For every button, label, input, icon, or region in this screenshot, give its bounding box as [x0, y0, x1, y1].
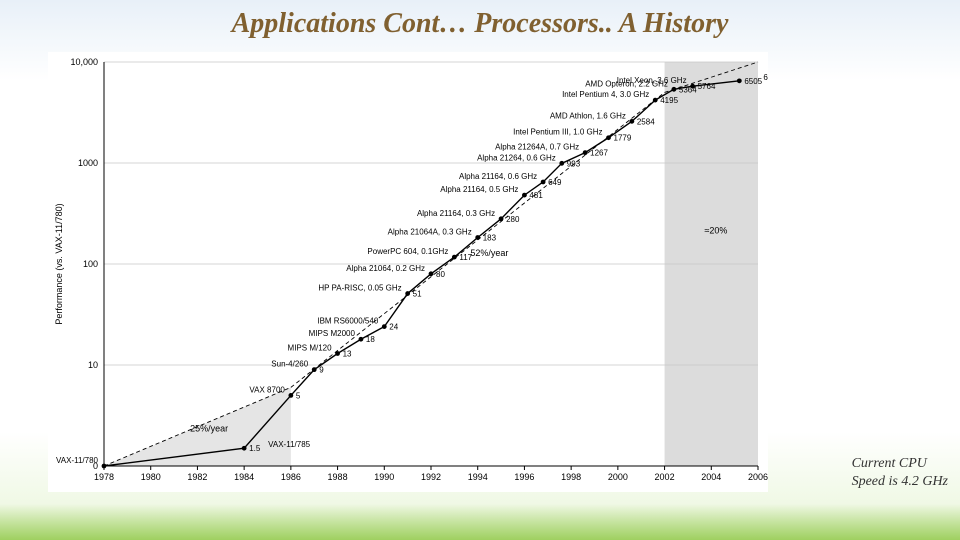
- svg-text:18: 18: [366, 335, 375, 344]
- svg-text:1986: 1986: [281, 472, 301, 482]
- svg-text:Intel Xeon, 3.6 GHz: Intel Xeon, 3.6 GHz: [617, 76, 687, 85]
- svg-text:649: 649: [548, 178, 562, 187]
- svg-text:24: 24: [389, 323, 398, 332]
- svg-text:Alpha 21064, 0.2 GHz: Alpha 21064, 0.2 GHz: [346, 264, 425, 273]
- svg-text:52%/year: 52%/year: [470, 248, 508, 258]
- footer-line2: Speed is 4.2 GHz: [852, 474, 948, 489]
- svg-text:2002: 2002: [655, 472, 675, 482]
- svg-text:25%/year: 25%/year: [190, 423, 228, 433]
- svg-text:Sun-4/260: Sun-4/260: [271, 360, 308, 369]
- svg-text:10: 10: [88, 360, 98, 370]
- svg-text:2004: 2004: [701, 472, 721, 482]
- svg-text:Intel Pentium III, 1.0 GHz: Intel Pentium III, 1.0 GHz: [513, 128, 602, 137]
- svg-text:1994: 1994: [468, 472, 488, 482]
- footer-line1: Current CPU: [852, 456, 927, 471]
- svg-text:1.5: 1.5: [249, 444, 261, 453]
- svg-text:1990: 1990: [374, 472, 394, 482]
- svg-text:Intel Pentium 4, 3.0 GHz: Intel Pentium 4, 3.0 GHz: [562, 90, 649, 99]
- svg-text:100: 100: [83, 259, 98, 269]
- svg-text:VAX 8700: VAX 8700: [249, 385, 285, 394]
- svg-text:80: 80: [436, 270, 445, 279]
- svg-text:Alpha 21064A, 0.3 GHz: Alpha 21064A, 0.3 GHz: [388, 227, 472, 236]
- svg-text:6505: 6505: [744, 77, 762, 86]
- svg-text:1980: 1980: [141, 472, 161, 482]
- svg-text:280: 280: [506, 215, 520, 224]
- svg-text:Alpha 21264, 0.6 GHz: Alpha 21264, 0.6 GHz: [477, 153, 556, 162]
- svg-text:2584: 2584: [637, 117, 655, 126]
- svg-text:481: 481: [529, 191, 543, 200]
- svg-text:≈20%: ≈20%: [704, 226, 727, 236]
- svg-text:51: 51: [413, 290, 422, 299]
- chart-svg: 010100100010,000197819801982198419861988…: [48, 52, 768, 492]
- svg-text:1779: 1779: [614, 134, 632, 143]
- svg-text:9: 9: [319, 366, 324, 375]
- svg-text:1984: 1984: [234, 472, 254, 482]
- svg-text:1000: 1000: [78, 158, 98, 168]
- svg-text:Alpha 21264A, 0.7 GHz: Alpha 21264A, 0.7 GHz: [495, 143, 579, 152]
- svg-text:5: 5: [296, 391, 301, 400]
- svg-text:VAX-11/780: VAX-11/780: [56, 456, 99, 465]
- svg-text:1988: 1988: [328, 472, 348, 482]
- svg-text:1992: 1992: [421, 472, 441, 482]
- svg-text:MIPS M/120: MIPS M/120: [288, 343, 333, 352]
- svg-text:PowerPC 604, 0.1GHz: PowerPC 604, 0.1GHz: [367, 247, 448, 256]
- svg-text:1996: 1996: [514, 472, 534, 482]
- svg-text:1982: 1982: [187, 472, 207, 482]
- slide-title: Applications Cont… Processors.. A Histor…: [0, 8, 960, 40]
- svg-text:Alpha 21164, 0.3 GHz: Alpha 21164, 0.3 GHz: [417, 209, 495, 218]
- footer-note: Current CPU Speed is 4.2 GHz: [852, 455, 948, 490]
- svg-text:2000: 2000: [608, 472, 628, 482]
- svg-text:993: 993: [567, 159, 581, 168]
- svg-text:VAX-11/785: VAX-11/785: [268, 440, 311, 449]
- svg-text:Alpha 21164, 0.6 GHz: Alpha 21164, 0.6 GHz: [459, 172, 537, 181]
- svg-text:13: 13: [343, 349, 352, 358]
- performance-chart: 010100100010,000197819801982198419861988…: [48, 52, 768, 492]
- svg-text:Performance (vs. VAX-11/780): Performance (vs. VAX-11/780): [54, 203, 64, 324]
- svg-text:1978: 1978: [94, 472, 114, 482]
- svg-text:IBM RS6000/540: IBM RS6000/540: [317, 317, 378, 326]
- svg-text:Alpha 21164, 0.5 GHz: Alpha 21164, 0.5 GHz: [440, 185, 518, 194]
- svg-text:2006: 2006: [748, 472, 768, 482]
- svg-text:1267: 1267: [590, 149, 608, 158]
- svg-text:4195: 4195: [660, 96, 678, 105]
- svg-text:MIPS M2000: MIPS M2000: [309, 329, 356, 338]
- svg-text:1998: 1998: [561, 472, 581, 482]
- decorative-grass: [0, 504, 960, 540]
- svg-text:183: 183: [483, 233, 497, 242]
- svg-text:HP PA-RISC, 0.05 GHz: HP PA-RISC, 0.05 GHz: [318, 284, 401, 293]
- svg-text:64-bit Intel Xeon, 3.6 GHz: 64-bit Intel Xeon, 3.6 GHz: [763, 73, 768, 82]
- svg-text:AMD Athlon, 1.6 GHz: AMD Athlon, 1.6 GHz: [550, 111, 626, 120]
- svg-text:10,000: 10,000: [70, 57, 98, 67]
- svg-text:5764: 5764: [698, 82, 716, 91]
